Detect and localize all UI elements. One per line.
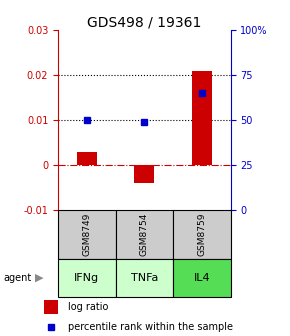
Bar: [58, 259, 115, 297]
Text: GSM8754: GSM8754: [140, 213, 149, 256]
Bar: [192, 71, 212, 165]
Text: IFNg: IFNg: [74, 273, 99, 283]
Bar: [77, 152, 97, 165]
Text: GSM8759: GSM8759: [197, 213, 206, 256]
Bar: [58, 210, 115, 259]
Text: IL4: IL4: [193, 273, 210, 283]
Text: agent: agent: [3, 273, 31, 283]
Bar: [173, 210, 231, 259]
Bar: [44, 300, 58, 314]
Text: log ratio: log ratio: [68, 302, 108, 312]
Title: GDS498 / 19361: GDS498 / 19361: [87, 15, 202, 29]
Bar: [115, 259, 173, 297]
Text: percentile rank within the sample: percentile rank within the sample: [68, 322, 233, 332]
Text: ▶: ▶: [35, 273, 44, 283]
Text: GSM8749: GSM8749: [82, 213, 91, 256]
Bar: [173, 259, 231, 297]
Text: TNFa: TNFa: [130, 273, 158, 283]
Bar: [134, 165, 154, 183]
Bar: [115, 210, 173, 259]
